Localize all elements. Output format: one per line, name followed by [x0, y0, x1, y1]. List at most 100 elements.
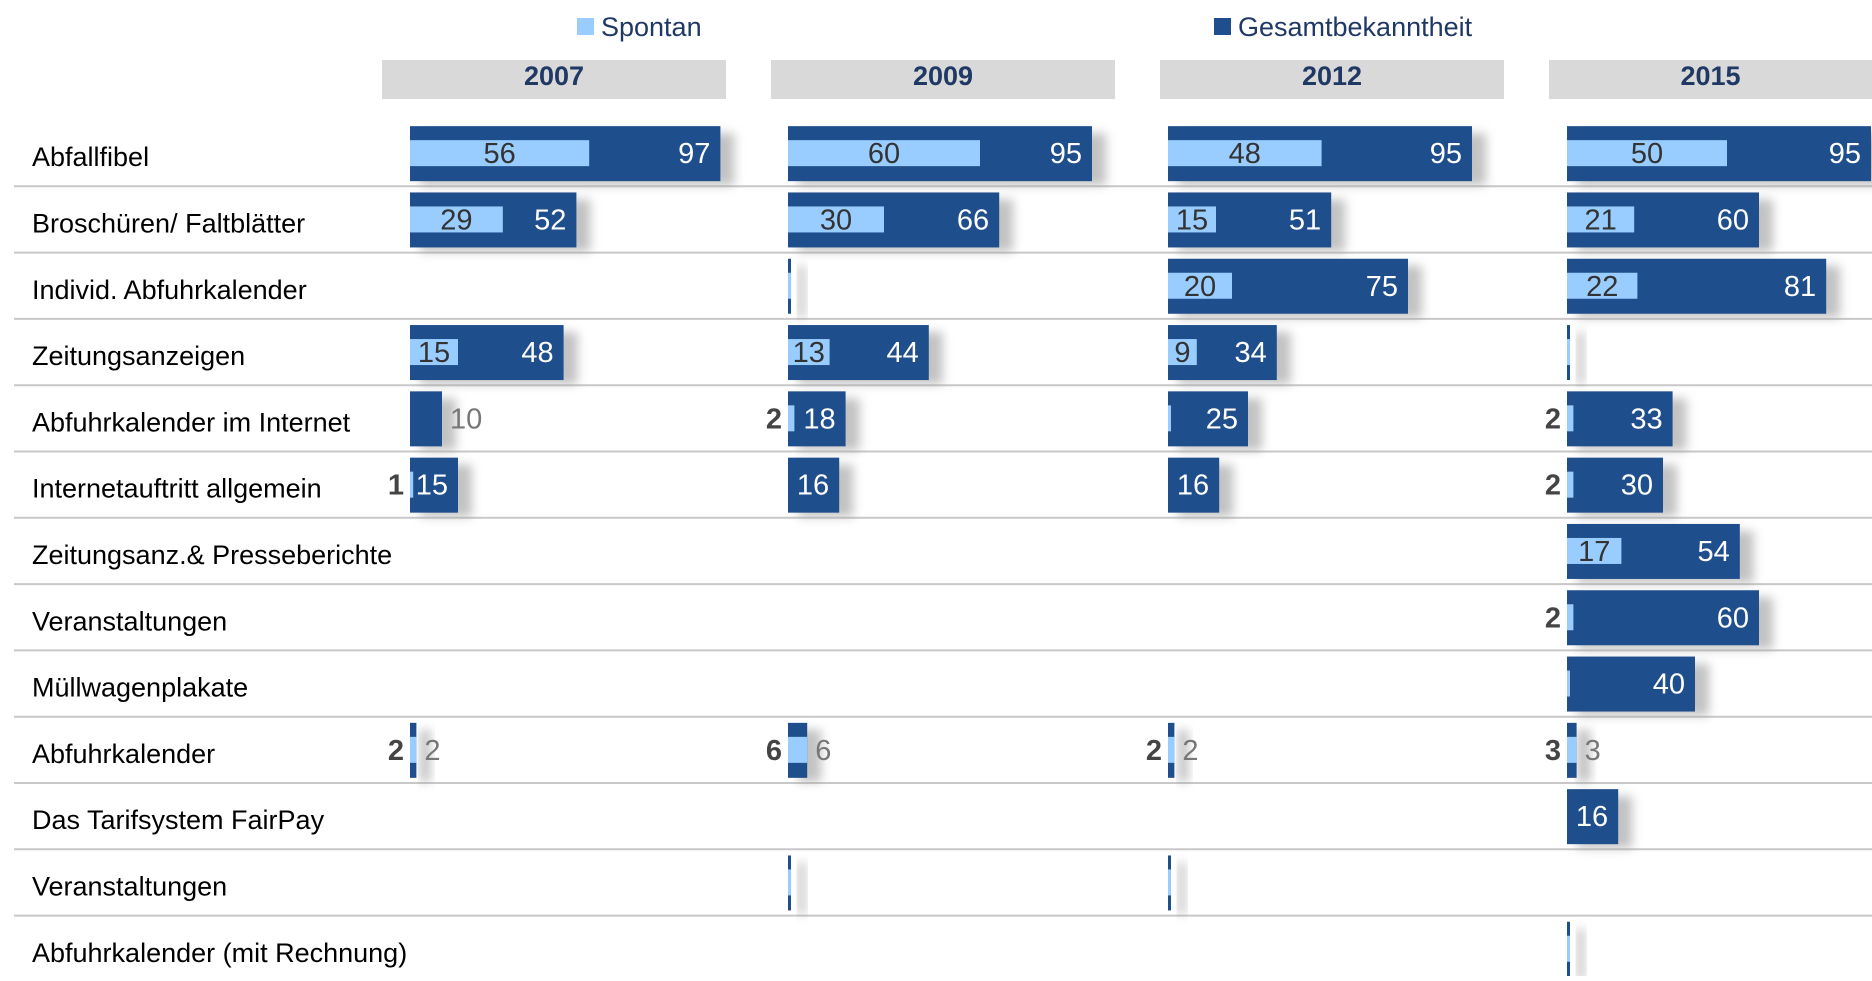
bar-spontan: [410, 206, 503, 233]
value-label-spontan: 3: [1545, 735, 1561, 767]
bar-shadow: [1178, 729, 1189, 782]
panel-header-bg: [771, 60, 1115, 99]
bar-total: [410, 457, 458, 513]
category-label: Zeitungsanzeigen: [32, 341, 245, 371]
bar-spontan: [1567, 471, 1574, 498]
value-label-spontan: 2: [766, 403, 782, 435]
value-label-total: 10: [450, 403, 482, 435]
bar-total: [1567, 391, 1673, 447]
value-label-total: 34: [1235, 337, 1267, 369]
panel-header: 2015: [1680, 61, 1740, 91]
bar-spontan: [788, 339, 830, 366]
bar-total: [788, 457, 840, 513]
bar-spontan: [1567, 140, 1727, 167]
value-label-total: 54: [1698, 536, 1730, 568]
bar-spontan: [410, 140, 590, 167]
value-label-spontan: 2: [1545, 602, 1561, 634]
value-label-total: 2: [1182, 735, 1198, 767]
panel-header: 2009: [913, 61, 973, 91]
value-label-spontan: 50: [1631, 138, 1663, 170]
panel-header: 2007: [524, 61, 584, 91]
value-label-spontan: 9: [1174, 337, 1190, 369]
value-label-total: 25: [1206, 403, 1238, 435]
value-label-total: 18: [803, 403, 835, 435]
bar-spontan: [1168, 272, 1232, 299]
value-label-total: 15: [416, 470, 448, 502]
value-label-total: 48: [521, 337, 553, 369]
bar-spontan: [788, 869, 791, 896]
value-label-total: 81: [1784, 271, 1816, 303]
value-label-spontan: 22: [1586, 271, 1618, 303]
bar-spontan: [410, 339, 458, 366]
bar-spontan: [788, 140, 980, 167]
category-label: Zeitungsanz.& Presseberichte: [32, 540, 392, 570]
value-label-spontan: 29: [440, 204, 472, 236]
bar-total: [1168, 457, 1220, 513]
value-label-total: 6: [815, 735, 831, 767]
value-label-spontan: 13: [793, 337, 825, 369]
category-label: Müllwagenplakate: [32, 673, 248, 703]
bar-total: [788, 391, 846, 447]
value-label-total: 60: [1717, 602, 1749, 634]
value-label-total: 2: [424, 735, 440, 767]
bar-total: [1567, 590, 1759, 646]
value-label-total: 75: [1366, 271, 1398, 303]
value-label-spontan: 2: [1146, 735, 1162, 767]
bar-spontan: [410, 736, 417, 763]
category-label: Abfuhrkalender: [32, 739, 215, 769]
bar-spontan: [1168, 339, 1197, 366]
bar-spontan: [1567, 272, 1638, 299]
bar-spontan: [1168, 140, 1322, 167]
category-label: Broschüren/ Faltblätter: [32, 208, 305, 238]
category-label: Veranstaltungen: [32, 606, 227, 636]
value-label-total: 60: [1717, 204, 1749, 236]
value-label-total: 66: [957, 204, 989, 236]
value-label-total: 95: [1050, 138, 1082, 170]
bar-shadow: [420, 729, 431, 782]
bar-total: [1567, 789, 1619, 845]
value-label-spontan: 1: [388, 470, 404, 502]
value-label-total: 97: [678, 138, 710, 170]
bar-spontan: [1168, 869, 1171, 896]
bar-total: [1168, 391, 1248, 447]
value-label-spontan: 6: [766, 735, 782, 767]
category-label: Abfuhrkalender im Internet: [32, 407, 351, 437]
value-label-spontan: 30: [820, 204, 852, 236]
panel-header-bg: [1549, 60, 1872, 99]
value-label-total: 3: [1585, 735, 1601, 767]
bar-spontan: [788, 272, 791, 299]
category-label: Internetauftritt allgemein: [32, 474, 322, 504]
bar-spontan: [788, 405, 795, 432]
bar-spontan: [1567, 736, 1577, 763]
value-label-spontan: 20: [1184, 271, 1216, 303]
value-label-spontan: 2: [1545, 470, 1561, 502]
panel-header: 2012: [1302, 61, 1362, 91]
bar-spontan: [1567, 670, 1570, 697]
value-label-total: 16: [1576, 801, 1608, 833]
bar-total: [1567, 656, 1695, 712]
bar-shadow: [1577, 928, 1584, 981]
bar-spontan: [1168, 206, 1216, 233]
value-label-spontan: 48: [1229, 138, 1261, 170]
bar-shadow: [1178, 862, 1185, 915]
bar-shadow: [798, 862, 805, 915]
bar-spontan: [1168, 405, 1171, 432]
value-label-total: 52: [534, 204, 566, 236]
value-label-total: 30: [1621, 470, 1653, 502]
value-label-spontan: 15: [418, 337, 450, 369]
value-label-total: 95: [1430, 138, 1462, 170]
legend-label: Gesamtbekanntheit: [1238, 12, 1473, 42]
value-label-total: 16: [1177, 470, 1209, 502]
value-label-total: 33: [1630, 403, 1662, 435]
value-label-spontan: 17: [1578, 536, 1610, 568]
bar-spontan: [1567, 604, 1574, 631]
bar-spontan: [1567, 537, 1622, 564]
legend-label: Spontan: [601, 12, 702, 42]
category-label: Abfallfibel: [32, 142, 149, 172]
bar-spontan: [1567, 206, 1635, 233]
panel-header-bg: [1160, 60, 1504, 99]
value-label-spontan: 21: [1584, 204, 1616, 236]
bar-shadow: [1577, 332, 1584, 385]
